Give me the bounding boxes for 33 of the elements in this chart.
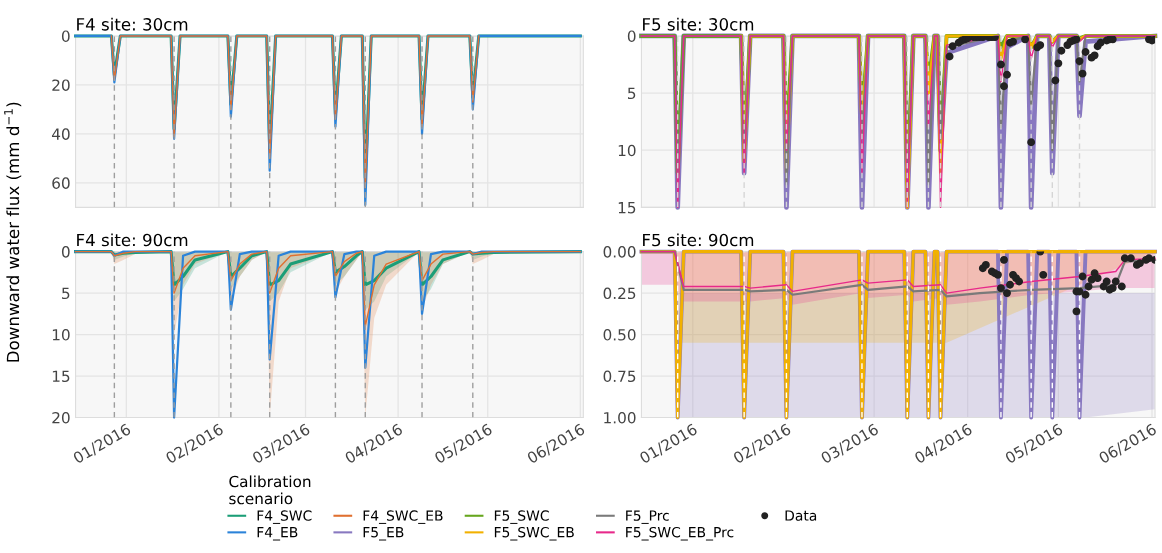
y-axis-title: Downward water flux (mm d$^{−1}$) [4,102,22,362]
legend-label: F5_SWC [494,510,549,524]
y-tick-label: 0.75 [603,370,636,383]
y-tick-label: 0 [627,30,636,42]
y-tick-label: 60 [52,177,70,189]
y-tick-label: 15 [52,370,70,383]
y-tick-label: 10 [52,329,70,341]
legend-label: F4_EB [257,527,298,541]
y-tick-label: 0.50 [603,329,636,341]
legend-label: F5_EB [363,527,404,541]
legend-label: F5_SWC_EB [494,526,574,541]
y-tick-label: 0.00 [603,246,636,258]
y-tick-label: 20 [52,79,70,91]
y-tick-label: 1.00 [604,411,636,424]
chart-title: F5 site: 30cm [643,17,754,31]
legend-label: Data [785,510,817,521]
y-tick-label: 0.25 [603,287,636,300]
y-tick-label: 5 [62,287,70,300]
y-tick-label: 0 [61,30,70,42]
legend-title: Calibration scenario [229,475,311,505]
legend-label: F5_SWC_EB_Prc [626,526,734,541]
legend-label: F4_SWC [257,510,312,524]
legend-label: F5_Prc [626,510,669,524]
y-tick-label: 40 [51,128,70,140]
y-tick-label: 5 [628,87,636,100]
y-tick-label: 10 [618,144,636,157]
y-tick-label: 15 [618,202,636,214]
legend-label: F4_SWC_EB [363,510,443,524]
chart-title: F4 site: 90cm [77,233,188,247]
y-tick-label: 0 [61,246,70,258]
y-tick-label: 20 [52,411,70,424]
chart-title: F4 site: 30cm [77,17,188,31]
chart-title: F5 site: 90cm [643,233,754,247]
